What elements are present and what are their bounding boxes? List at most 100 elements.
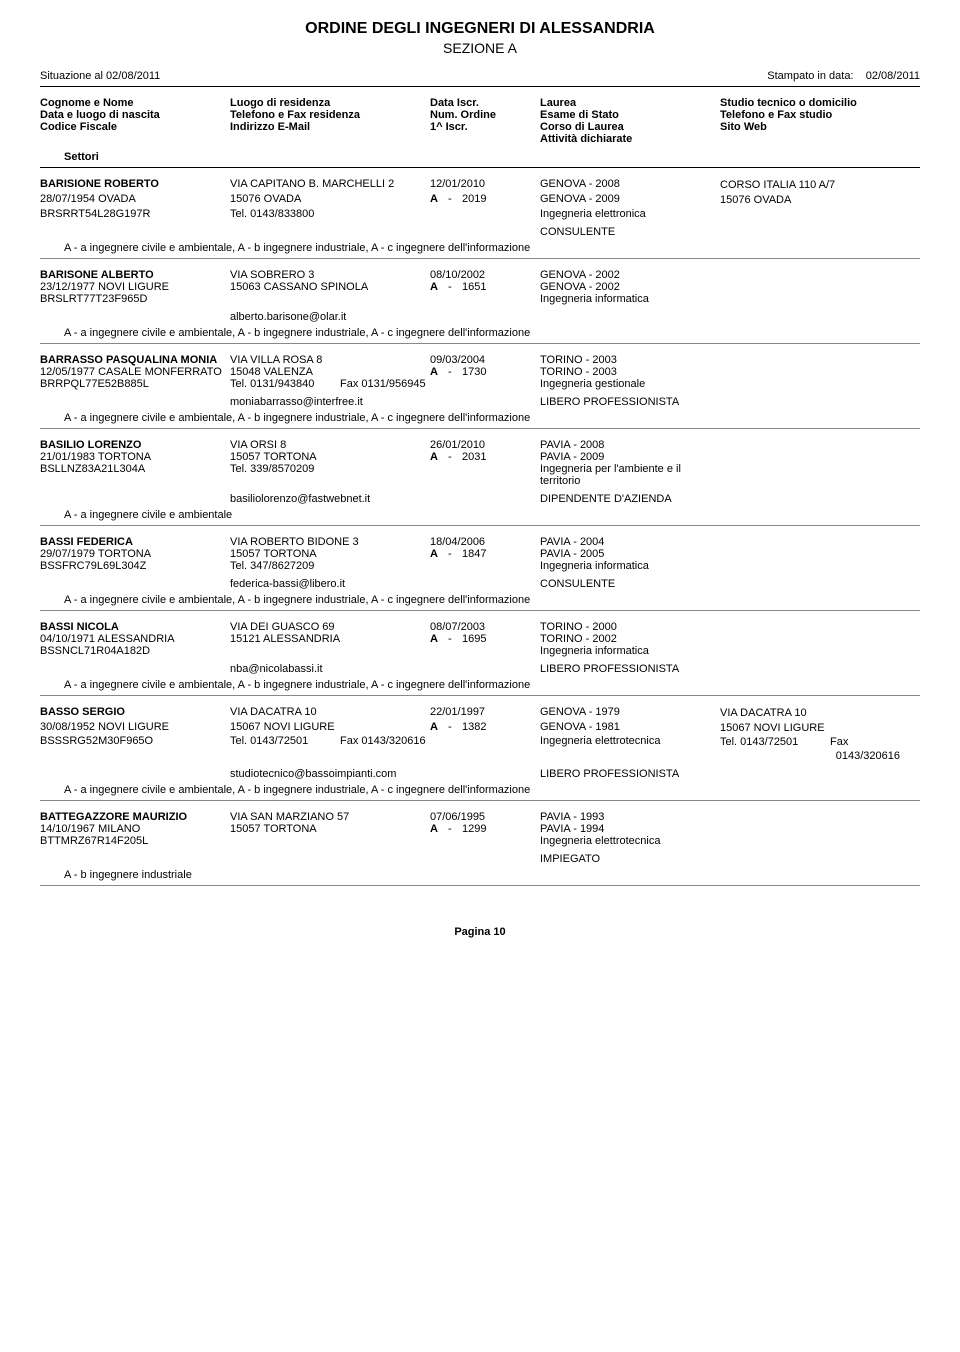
sectors: A - b ingegnere industriale [64, 869, 920, 881]
studio-line2 [720, 548, 900, 560]
legend-text: 1^ Iscr. [430, 121, 540, 133]
city: 15057 TORTONA [230, 823, 430, 835]
esame: GENOVA - 2002 [540, 281, 720, 293]
laurea: PAVIA - 2008 [540, 439, 720, 451]
email [230, 853, 430, 865]
cf: BRSLRT77T23F965D [40, 293, 230, 305]
sectors: A - a ingegnere civile e ambientale, A -… [64, 594, 920, 606]
esame: PAVIA - 1994 [540, 823, 720, 835]
legend-col1: Cognome e Nome Data e luogo di nascita C… [40, 97, 230, 145]
activity: LIBERO PROFESSIONISTA [540, 663, 720, 675]
studio-tel-block [720, 463, 900, 487]
ord-num: A-1382 [430, 721, 540, 736]
address: VIA VILLA ROSA 8 [230, 354, 430, 366]
legend-text: Num. Ordine [430, 109, 540, 121]
legend-text: Corso di Laurea [540, 121, 720, 133]
address: VIA DACATRA 10 [230, 706, 430, 721]
birth: 28/07/1954 OVADA [40, 193, 230, 208]
iscr-date: 09/03/2004 [430, 354, 540, 366]
blank [430, 835, 540, 847]
printed-label: Stampato in data: [767, 70, 853, 82]
studio-tel-block [720, 645, 900, 657]
laurea: PAVIA - 1993 [540, 811, 720, 823]
tel-fax: Tel. 0143/72501Fax 0143/320616 [230, 735, 430, 750]
entry: BASILIO LORENZOVIA ORSI 826/01/2010PAVIA… [40, 439, 920, 526]
esame: PAVIA - 2005 [540, 548, 720, 560]
entry-separator [40, 885, 920, 886]
doc-title-1: ORDINE DEGLI INGEGNERI DI ALESSANDRIA [40, 20, 920, 38]
legend-text: Cognome e Nome [40, 97, 230, 109]
email: nba@nicolabassi.it [230, 663, 430, 675]
page-number: Pagina 10 [40, 926, 920, 938]
iscr-date: 18/04/2006 [430, 536, 540, 548]
entry: BATTEGAZZORE MAURIZIOVIA SAN MARZIANO 57… [40, 811, 920, 886]
entry-separator [40, 695, 920, 696]
person-name: BASILIO LORENZO [40, 439, 230, 451]
situation-date: Situazione al 02/08/2011 [40, 70, 160, 82]
activity: LIBERO PROFESSIONISTA [540, 396, 720, 408]
legend-text: Telefono e Fax residenza [230, 109, 430, 121]
blank [430, 378, 540, 390]
esame: TORINO - 2003 [540, 366, 720, 378]
city: 15057 TORTONA [230, 548, 430, 560]
studio-tel-block [720, 560, 900, 572]
doc-title-2: SEZIONE A [40, 40, 920, 56]
legend-text: Indirizzo E-Mail [230, 121, 430, 133]
studio-line2 [720, 281, 900, 293]
birth: 23/12/1977 NOVI LIGURE [40, 281, 230, 293]
cf: BSSNCL71R04A182D [40, 645, 230, 657]
studio-tel: Tel. 0143/72501 [720, 735, 830, 750]
legend-col5: Studio tecnico o domicilio Telefono e Fa… [720, 97, 900, 145]
birth: 30/08/1952 NOVI LIGURE [40, 721, 230, 736]
person-name: BASSI NICOLA [40, 621, 230, 633]
email: moniabarrasso@interfree.it [230, 396, 430, 408]
iscr-date: 26/01/2010 [430, 439, 540, 451]
printed-block: Stampato in data: 02/08/2011 [767, 70, 920, 82]
corso: Ingegneria elettrotecnica [540, 735, 720, 750]
blank [430, 560, 540, 572]
laurea: GENOVA - 2008 [540, 178, 720, 193]
rule [40, 167, 920, 168]
address: VIA ORSI 8 [230, 439, 430, 451]
entry: BARISONE ALBERTOVIA SOBRERO 308/10/2002G… [40, 269, 920, 344]
sectors: A - a ingegnere civile e ambientale, A -… [64, 242, 920, 254]
iscr-date: 08/10/2002 [430, 269, 540, 281]
cf: BSSFRC79L69L304Z [40, 560, 230, 572]
blank [430, 208, 540, 220]
birth: 21/01/1983 TORTONA [40, 451, 230, 463]
person-name: BASSI FEDERICA [40, 536, 230, 548]
subheader: Situazione al 02/08/2011 Stampato in dat… [40, 70, 920, 82]
corso: Ingegneria informatica [540, 560, 720, 572]
ord-num: A-2031 [430, 451, 540, 463]
birth: 04/10/1971 ALESSANDRIA [40, 633, 230, 645]
legend-col2: Luogo di residenza Telefono e Fax reside… [230, 97, 430, 145]
blank [430, 645, 540, 657]
person-name: BARISIONE ROBERTO [40, 178, 230, 193]
legend-text: Attività dichiarate [540, 133, 720, 145]
sectors: A - a ingegnere civile e ambientale, A -… [64, 327, 920, 339]
legend-text: Telefono e Fax studio [720, 109, 900, 121]
ord-num: A-1847 [430, 548, 540, 560]
activity: IMPIEGATO [540, 853, 720, 865]
person-name: BASSO SERGIO [40, 706, 230, 721]
blank [430, 463, 540, 487]
iscr-date: 22/01/1997 [430, 706, 540, 721]
entry-separator [40, 343, 920, 344]
studio-tel-block [720, 835, 900, 847]
tel-fax: Tel. 347/8627209 [230, 560, 430, 572]
person-name: BARRASSO PASQUALINA MONIA [40, 354, 230, 366]
studio-line1: CORSO ITALIA 110 A/7 [720, 178, 900, 193]
person-name: BATTEGAZZORE MAURIZIO [40, 811, 230, 823]
city: 15076 OVADA [230, 193, 430, 208]
address: VIA CAPITANO B. MARCHELLI 2 [230, 178, 430, 193]
entry: BARRASSO PASQUALINA MONIAVIA VILLA ROSA … [40, 354, 920, 429]
city: 15121 ALESSANDRIA [230, 633, 430, 645]
tel-fax [230, 293, 430, 305]
studio-line1 [720, 269, 900, 281]
studio-tel-block [720, 208, 900, 220]
legend-text: Codice Fiscale [40, 121, 230, 133]
activity: LIBERO PROFESSIONISTA [540, 768, 720, 780]
legend-text: Esame di Stato [540, 109, 720, 121]
legend-text: Data Iscr. [430, 97, 540, 109]
activity: CONSULENTE [540, 226, 720, 238]
